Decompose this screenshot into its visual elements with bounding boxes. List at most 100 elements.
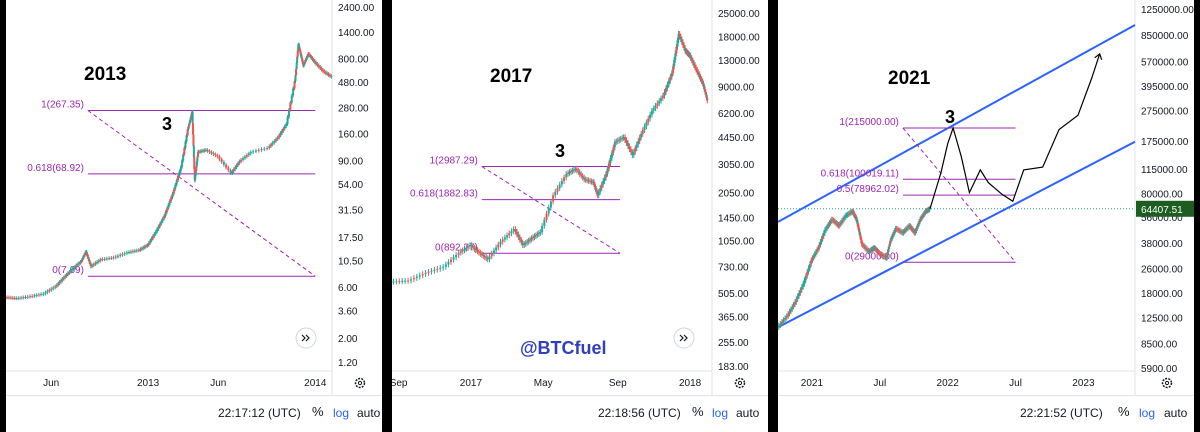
candle-body	[789, 309, 792, 312]
candle-body	[303, 61, 306, 64]
candle-body	[918, 221, 921, 224]
candle-body	[54, 286, 57, 288]
candle-body	[274, 139, 277, 141]
candle-body	[154, 231, 157, 234]
candle-body	[447, 262, 450, 265]
x-tick-label: 2018	[679, 378, 702, 389]
candle-body	[916, 226, 919, 229]
candle-body	[778, 325, 780, 328]
y-tick-label: 1050.00	[718, 237, 755, 248]
candle-body	[174, 184, 177, 190]
candle-body	[854, 216, 857, 219]
candle-body	[283, 126, 286, 129]
candle-body	[687, 53, 690, 55]
candle-body	[684, 47, 687, 51]
candle-body	[599, 188, 602, 192]
candle-body	[706, 97, 709, 101]
auto-toggle[interactable]: auto	[736, 406, 760, 420]
auto-toggle[interactable]: auto	[357, 406, 381, 420]
candle-body	[164, 212, 167, 216]
candle-body	[673, 59, 676, 67]
candle-body	[142, 247, 145, 249]
x-tick-label: Jul	[873, 378, 886, 389]
candle-body	[700, 78, 703, 82]
candle-body	[692, 62, 695, 66]
candle-body	[225, 164, 228, 168]
candle-body	[470, 245, 473, 247]
candle-body	[618, 139, 621, 141]
candle-body	[819, 241, 822, 245]
candle-body	[857, 227, 860, 232]
candle-body	[463, 248, 466, 251]
candle-body	[229, 170, 232, 174]
y-tick-label: 115000.00	[1141, 165, 1188, 176]
gear-icon	[1161, 377, 1173, 389]
candle-body	[302, 63, 305, 66]
log-toggle[interactable]: log	[333, 406, 350, 420]
candle-body	[702, 83, 705, 87]
percent-toggle[interactable]: %	[692, 404, 704, 419]
candle-body	[672, 66, 675, 73]
candle-body	[194, 170, 197, 176]
candle-body	[800, 286, 803, 290]
candle-body	[908, 225, 911, 227]
candle-body	[625, 140, 628, 144]
candle-body	[584, 179, 587, 181]
candle-body	[839, 222, 842, 225]
fib-level-label: 0(892.27)	[435, 242, 478, 253]
candle-body	[308, 53, 311, 56]
candle-body	[459, 251, 462, 253]
candle-body	[328, 74, 331, 76]
candle-body	[73, 266, 76, 268]
candle-body	[398, 281, 401, 283]
year-label: 2017	[490, 66, 532, 87]
candle-body	[184, 141, 187, 148]
fib-level-label: 1(215000.00)	[839, 117, 899, 128]
candle-body	[909, 225, 912, 227]
percent-toggle[interactable]: %	[1118, 404, 1130, 419]
candle-body	[663, 91, 666, 96]
fib-level-label: 0.618(68.92)	[27, 163, 84, 174]
fib-trend-line	[87, 110, 316, 277]
candle-body	[581, 175, 584, 178]
y-tick-label: 90.00	[338, 156, 363, 167]
candle-body	[200, 150, 203, 152]
auto-toggle[interactable]: auto	[1164, 406, 1188, 420]
candle-body	[647, 118, 650, 123]
candle-body	[193, 157, 196, 169]
candle-body	[72, 267, 75, 269]
candle-body	[607, 163, 610, 169]
log-toggle[interactable]: log	[712, 406, 729, 420]
candle-body	[572, 169, 575, 171]
candle-body	[91, 265, 94, 267]
candle-body	[311, 58, 314, 60]
candle-body	[523, 243, 526, 246]
candle-body	[81, 258, 84, 261]
candle-body	[852, 212, 855, 215]
candle-body	[22, 297, 25, 299]
gear-icon	[354, 377, 366, 389]
candle-body	[691, 60, 694, 63]
candle-body	[321, 69, 324, 72]
log-toggle[interactable]: log	[1139, 406, 1156, 420]
candle-body	[595, 188, 598, 191]
candle-body	[75, 265, 78, 267]
candle-body	[55, 284, 58, 287]
candle-body	[846, 214, 849, 216]
candle-body	[681, 42, 684, 46]
candle-body	[791, 306, 794, 310]
candle-body	[887, 249, 890, 253]
candle-body	[187, 126, 190, 129]
candle-body	[320, 68, 323, 70]
candle-body	[289, 102, 292, 110]
candle-body	[634, 148, 637, 152]
candle-body	[650, 110, 653, 115]
candle-body	[160, 221, 163, 224]
candle-body	[784, 317, 787, 320]
candle-body	[415, 276, 418, 278]
candle-body	[844, 215, 847, 218]
percent-toggle[interactable]: %	[312, 404, 324, 419]
candle-body	[838, 224, 841, 226]
y-tick-label: 56000.00	[1141, 213, 1183, 224]
candle-body	[125, 252, 128, 254]
